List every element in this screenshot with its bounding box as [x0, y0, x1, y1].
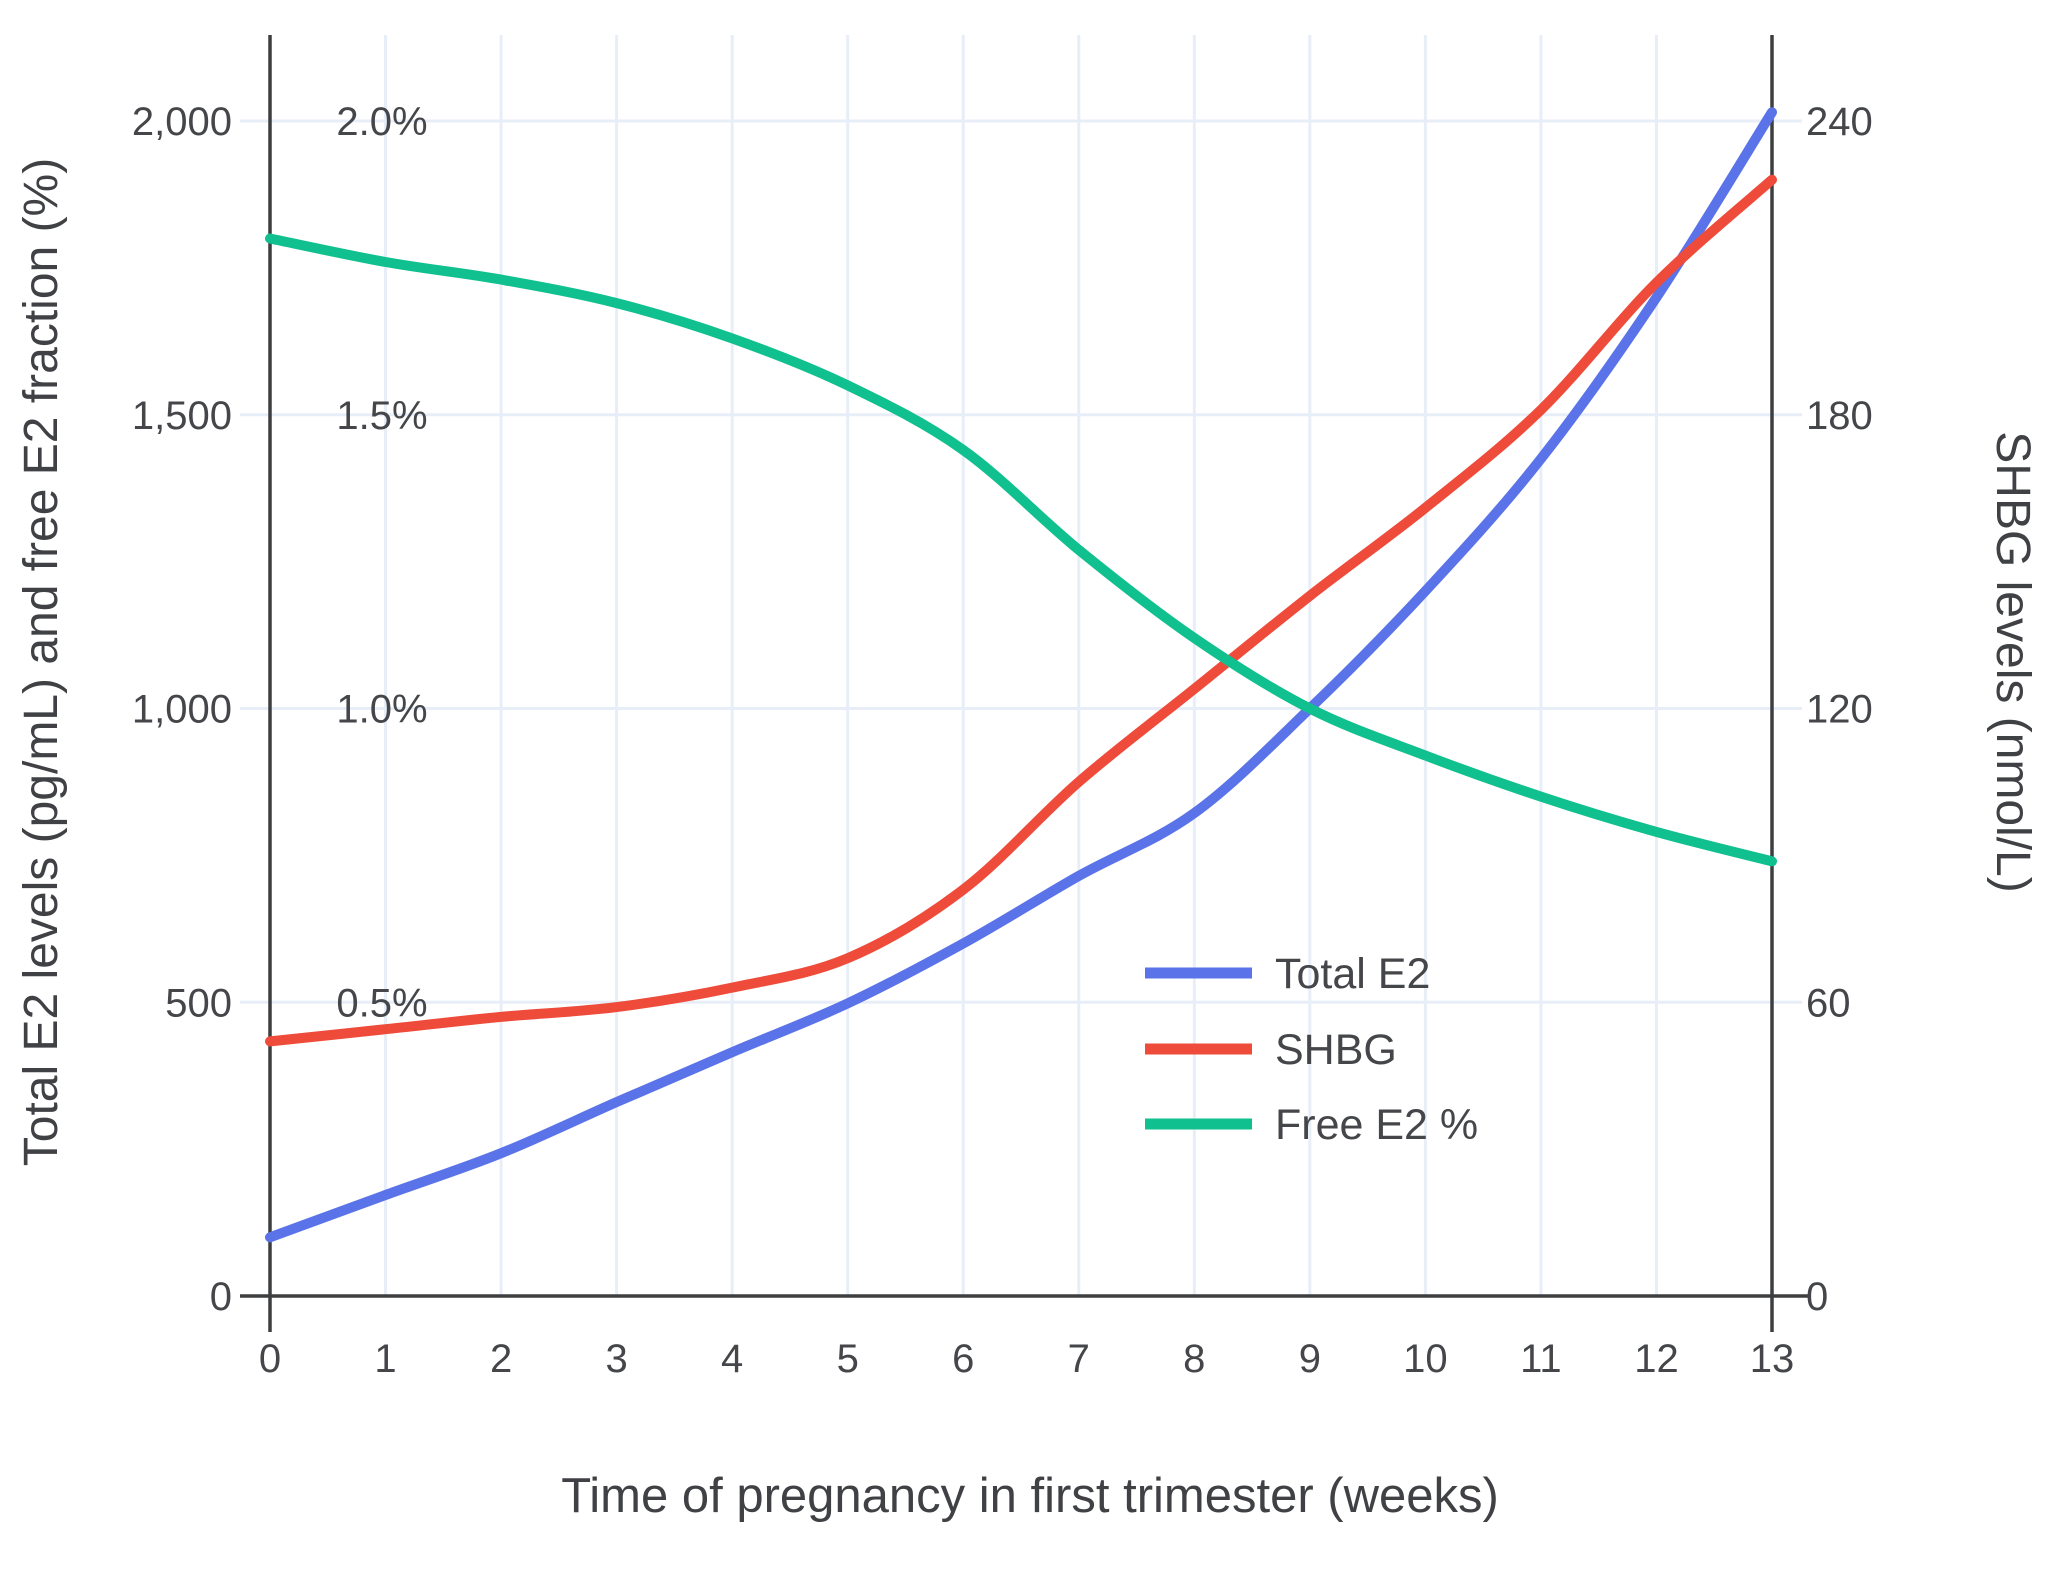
- right-axis-tick-label: 60: [1806, 981, 1851, 1025]
- right-axis-tick-label: 120: [1806, 688, 1873, 732]
- x-axis-tick-label: 12: [1634, 1337, 1679, 1381]
- legend-item-label: Total E2: [1275, 950, 1430, 998]
- x-axis-tick-label: 6: [952, 1337, 974, 1381]
- right-axis-tick-label: 0: [1806, 1275, 1828, 1319]
- x-axis-tick-label: 8: [1183, 1337, 1205, 1381]
- right-axis-tick-label: 240: [1806, 100, 1873, 144]
- percent-axis-tick-label: 0.5%: [336, 981, 427, 1025]
- legend: Total E2 SHBG Free E2 %: [1145, 950, 1478, 1149]
- curve-layer: [265, 107, 1777, 1243]
- x-axis-tick-label: 5: [837, 1337, 859, 1381]
- left-axis-tick-label: 0: [210, 1275, 232, 1319]
- x-axis-tick-label: 4: [721, 1337, 743, 1381]
- curve-shbg: [265, 174, 1777, 1047]
- right-axis-tick-label: 180: [1806, 394, 1873, 438]
- x-axis-tick-label: 11: [1520, 1337, 1562, 1381]
- curve-total-e2: [265, 107, 1777, 1243]
- x-axis-tick-label: 7: [1068, 1337, 1090, 1381]
- x-axis-title: Time of pregnancy in first trimester (we…: [561, 1469, 1499, 1523]
- legend-item-label: SHBG: [1275, 1026, 1397, 1074]
- legend-item-label: Free E2 %: [1275, 1101, 1478, 1149]
- legend-item-free-e2-: Free E2 %: [1145, 1101, 1478, 1149]
- left-axis-tick-label: 1,500: [132, 394, 232, 438]
- x-axis-tick-label: 13: [1750, 1337, 1795, 1381]
- x-axis-tick-label: 0: [259, 1337, 281, 1381]
- x-axis-tick-label: 9: [1299, 1337, 1321, 1381]
- right-axis-title: SHBG levels (nmol/L): [1986, 431, 2039, 892]
- curve-free-e2-: [265, 233, 1777, 867]
- x-axis-tick-label: 1: [374, 1337, 396, 1381]
- tick-label-layer: 05001,0001,5002,0000.5%1.0%1.5%2.0%06012…: [132, 100, 1873, 1381]
- percent-axis-tick-label: 1.5%: [336, 394, 427, 438]
- left-axis-tick-label: 1,000: [132, 688, 232, 732]
- grid-layer: [240, 35, 1802, 1296]
- percent-axis-tick-label: 2.0%: [336, 100, 427, 144]
- x-axis-tick-label: 10: [1403, 1337, 1448, 1381]
- x-axis-tick-label: 2: [490, 1337, 512, 1381]
- x-axis-tick-label: 3: [605, 1337, 627, 1381]
- legend-item-total-e2: Total E2: [1145, 950, 1430, 998]
- legend-item-shbg: SHBG: [1145, 1026, 1397, 1074]
- axis-layer: [240, 35, 1808, 1332]
- percent-axis-tick-label: 1.0%: [336, 688, 427, 732]
- left-axis-tick-label: 500: [165, 981, 232, 1025]
- left-axis-tick-label: 2,000: [132, 100, 232, 144]
- left-axis-title: Total E2 levels (pg/mL) and free E2 frac…: [15, 158, 68, 1166]
